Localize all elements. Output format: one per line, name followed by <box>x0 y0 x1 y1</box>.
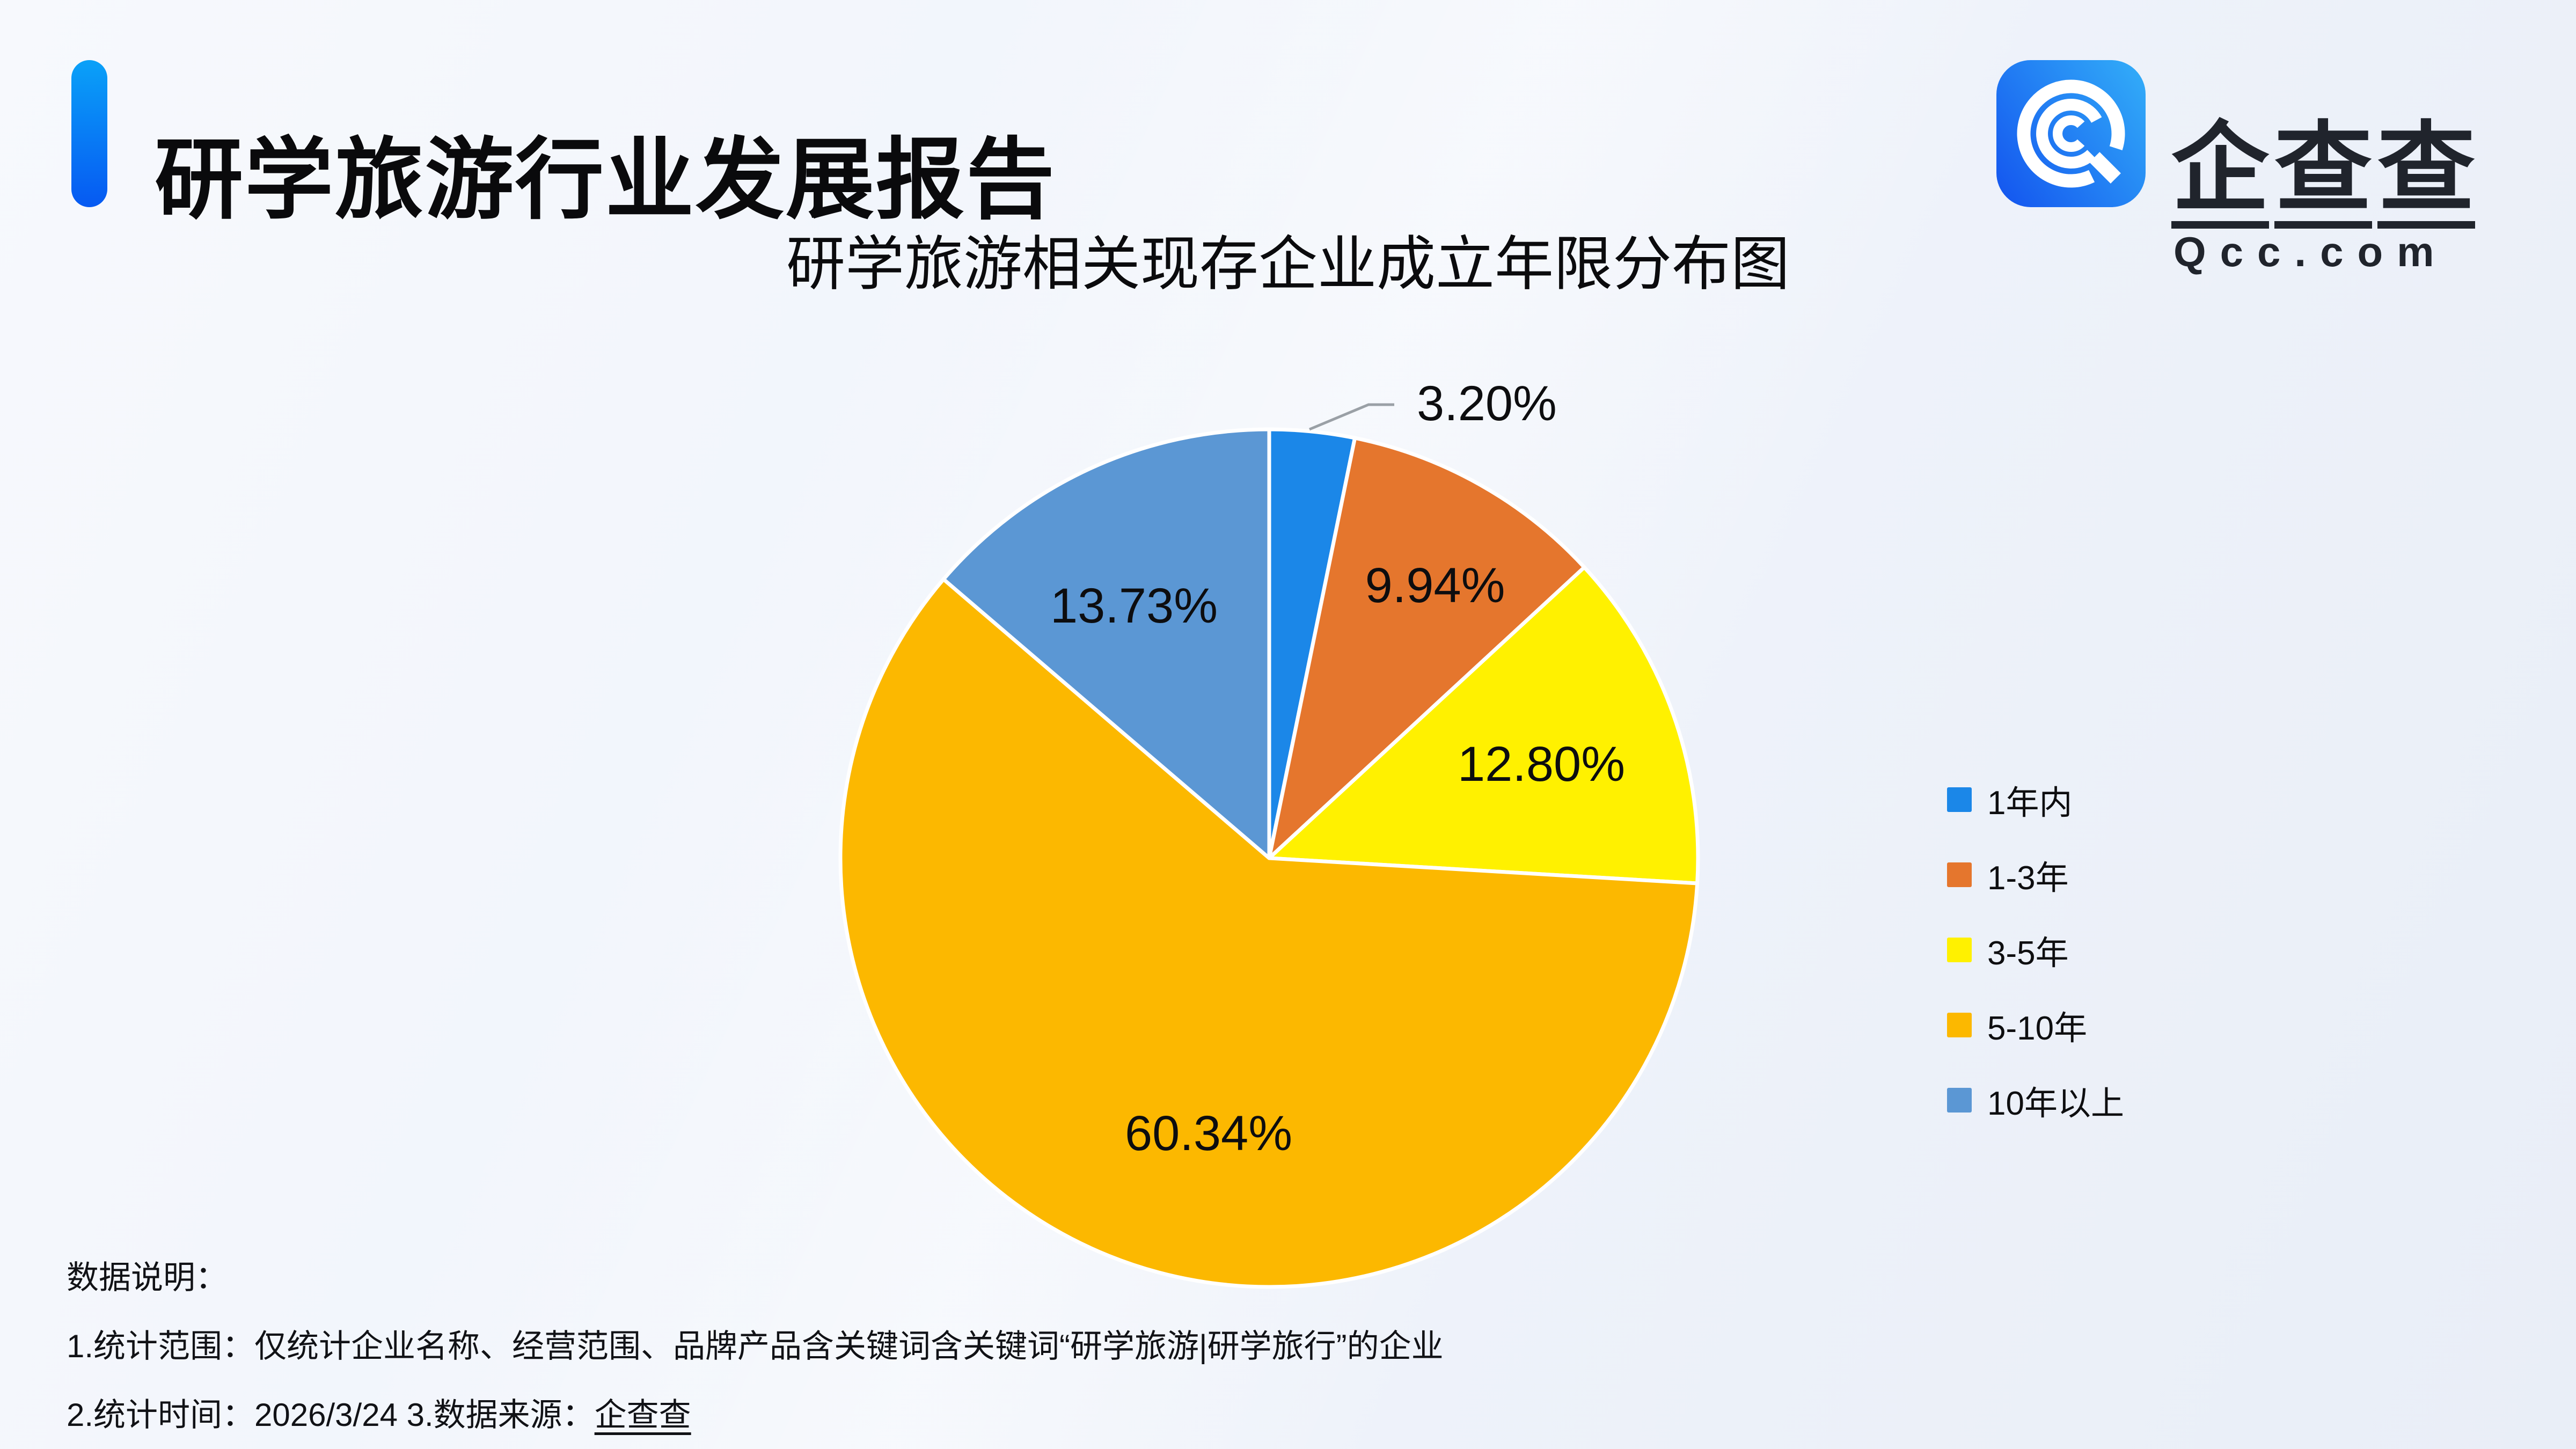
footnote-heading: 数据说明： <box>67 1260 228 1296</box>
footnote-line2: 2.统计时间：2026/3/24 3.数据来源：企查查 <box>67 1389 691 1436</box>
pie-label-5-10年: 60.34% <box>1125 1106 1292 1161</box>
legend-marker <box>1947 862 1972 887</box>
pie-label-3-5年: 12.80% <box>1458 737 1625 792</box>
legend-item-1-3年: 1-3年 <box>1947 837 2124 912</box>
logo-char: 查 <box>2377 119 2475 229</box>
pie-slice-10年以上 <box>941 427 1271 860</box>
legend-item-5-10年: 5-10年 <box>1947 987 2124 1063</box>
logo-domain: Qcc.com <box>2174 228 2448 275</box>
logo-char: 企 <box>2171 119 2269 229</box>
pie-label-10年以上: 13.73% <box>1050 579 1218 633</box>
chart-legend: 1年内 1-3年 3-5年 5-10年 10年以上 <box>1947 762 2124 1138</box>
page-title: 研学旅游行业发展报告 <box>155 130 1056 229</box>
qcc-brand-logo: 企查查 Qcc.com <box>1996 60 2479 275</box>
label-leader-line <box>1309 403 1394 431</box>
legend-item-1年内: 1年内 <box>1947 762 2124 837</box>
logo-wordmark: 企查查 <box>2171 119 2475 229</box>
legend-label: 10年以上 <box>1987 1085 2124 1122</box>
legend-item-3-5年: 3-5年 <box>1947 912 2124 987</box>
legend-marker <box>1947 1013 1972 1037</box>
pie-slice-1-3年 <box>1267 436 1586 860</box>
footnote-source-link: 企查查 <box>594 1397 691 1433</box>
logo-char: 查 <box>2274 119 2372 229</box>
pie-slice-3-5年 <box>1267 565 1700 885</box>
footnote-line2-text: 2.统计时间：2026/3/24 3.数据来源： <box>67 1397 595 1433</box>
pie-label-1年内: 3.20% <box>1417 376 1557 431</box>
qcc-magnifier-icon <box>1996 60 2146 207</box>
chart-title: 研学旅游相关现存企业成立年限分布图 <box>786 231 1790 297</box>
pie-label-1-3年: 9.94% <box>1365 558 1505 613</box>
legend-label: 1-3年 <box>1987 860 2069 897</box>
legend-label: 5-10年 <box>1987 1010 2088 1047</box>
title-accent-bar <box>71 60 107 207</box>
legend-marker <box>1947 787 1972 812</box>
legend-label: 3-5年 <box>1987 935 2069 972</box>
legend-label: 1年内 <box>1987 785 2073 822</box>
pie-slice-5-10年 <box>838 577 1700 1289</box>
legend-marker <box>1947 1088 1972 1113</box>
footnote-line1: 1.统计范围：仅统计企业名称、经营范围、品牌产品含关键词含关键词“研学旅游|研学… <box>67 1328 1444 1364</box>
legend-item-10年以上: 10年以上 <box>1947 1063 2124 1138</box>
legend-marker <box>1947 938 1972 962</box>
